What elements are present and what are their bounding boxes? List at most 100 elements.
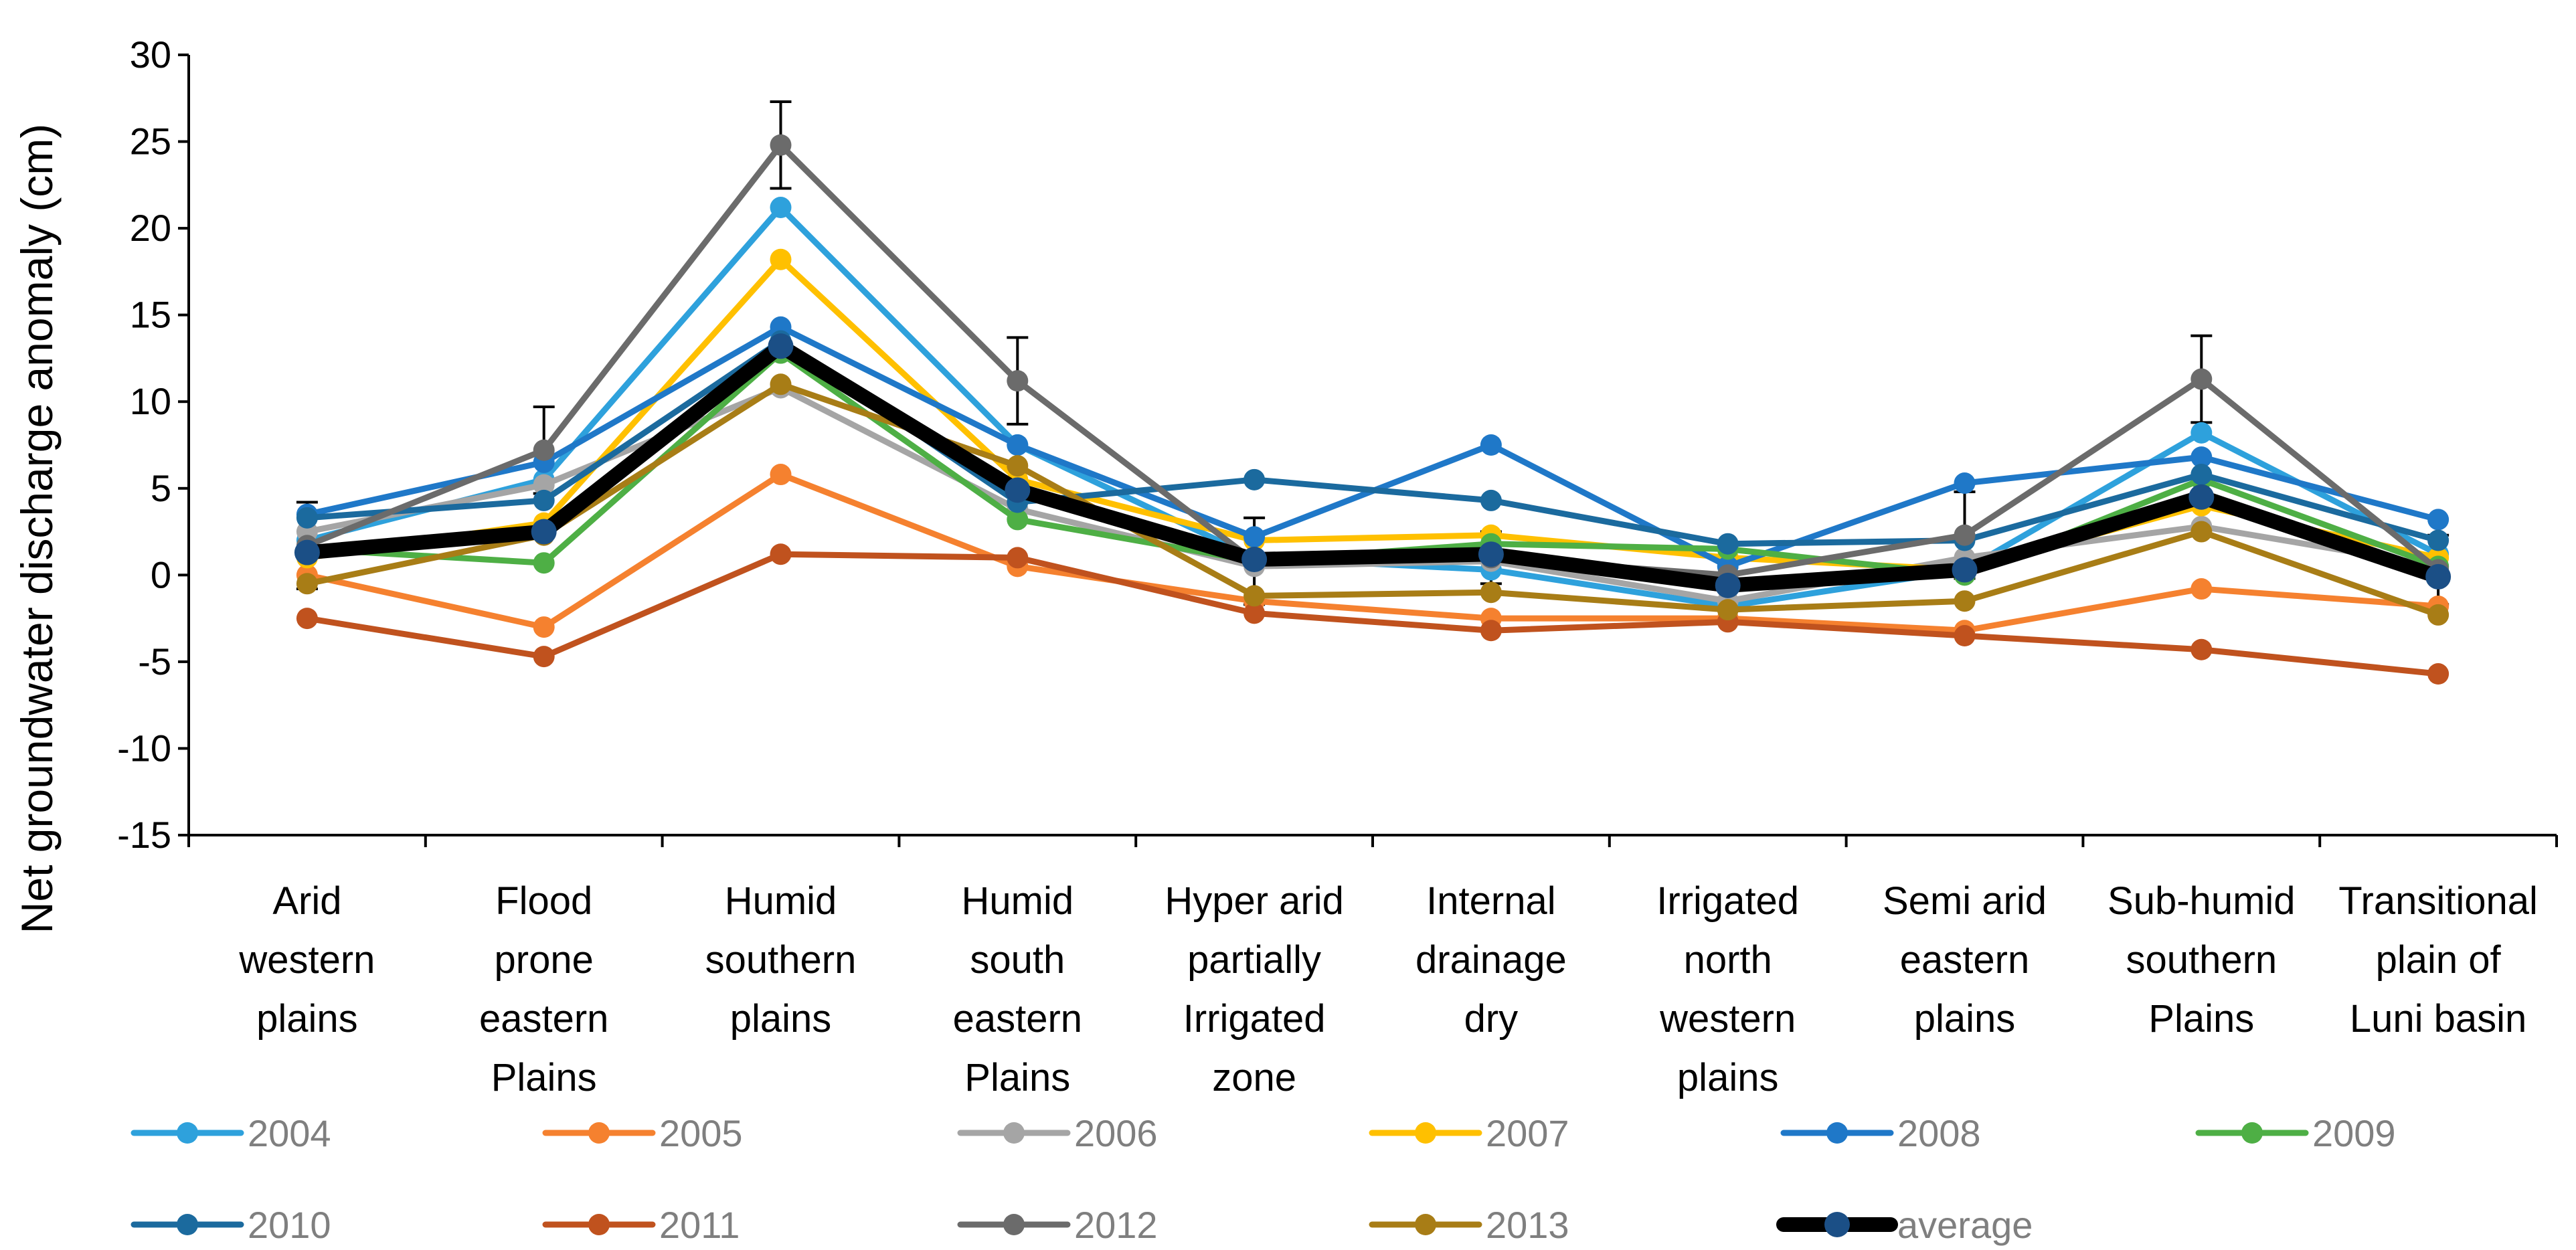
series-2007 [296, 248, 2450, 581]
y-tick-label: 10 [130, 380, 171, 422]
data-point [2191, 368, 2213, 390]
legend-label: 2008 [1897, 1112, 1981, 1154]
data-point [770, 197, 792, 219]
x-category-label-line: zone [1212, 1056, 1296, 1099]
x-category-label-line: western [1659, 997, 1796, 1041]
legend-item-2008: 2008 [1780, 1112, 1981, 1154]
x-category-label-line: north [1684, 938, 1772, 982]
legend-item-2005: 2005 [542, 1112, 743, 1154]
x-category-label-line: Irrigated [1656, 879, 1799, 923]
y-tick-label: 25 [130, 120, 171, 163]
data-point [296, 608, 318, 630]
x-category-label-line: southern [705, 938, 857, 982]
legend-item-2006: 2006 [957, 1112, 1158, 1154]
x-category-label-line: Plains [964, 1056, 1070, 1099]
legend-swatch-marker [588, 1214, 610, 1235]
data-point [294, 539, 320, 565]
data-point [2425, 563, 2452, 590]
x-category-label-line: Humid [961, 879, 1074, 923]
y-tick-label: -10 [117, 727, 171, 769]
y-tick-label: 20 [130, 207, 171, 249]
legend-label: 2012 [1074, 1204, 1158, 1246]
data-point [533, 646, 555, 668]
series-lines [294, 134, 2452, 685]
x-category-label: Arid western plains [238, 879, 375, 1041]
x-category-label-line: partially [1187, 938, 1321, 982]
x-category-label: Hyper arid partially Irrigated zone [1165, 879, 1344, 1099]
x-category-label-line: drainage [1415, 938, 1567, 982]
data-point [770, 373, 792, 395]
x-category-label-line: Luni basin [2350, 997, 2526, 1041]
x-category-label-line: Plains [491, 1056, 597, 1099]
data-point [1243, 468, 1266, 490]
data-point [1715, 572, 1741, 598]
x-category-label-line: prone [495, 938, 594, 982]
data-point [768, 333, 794, 359]
x-category-label: Semi arid eastern plains [1883, 879, 2047, 1041]
data-point [2191, 446, 2213, 468]
legend-swatch-marker [177, 1122, 198, 1144]
data-point [2427, 604, 2450, 626]
series-line-2005 [304, 471, 2441, 634]
legend-item-2010: 2010 [131, 1204, 331, 1246]
data-point [1007, 370, 1029, 392]
data-point [1243, 602, 1266, 624]
y-tick-label: 15 [130, 294, 171, 336]
legend: 2004 2005 2006 2007 2008 2009 2010 2011 2012 2013… [131, 1112, 2396, 1246]
x-category-label-line: Hyper arid [1165, 879, 1344, 923]
legend-item-2013: 2013 [1369, 1204, 1569, 1246]
data-point [2427, 509, 2450, 531]
data-point [1243, 526, 1266, 548]
legend-label: 2004 [248, 1112, 331, 1154]
data-point [296, 573, 318, 595]
data-point [2191, 464, 2213, 486]
y-tick-label: -5 [138, 640, 171, 683]
data-point [1480, 620, 1502, 642]
series-line-2010 [304, 338, 2441, 547]
legend-label: 2009 [2312, 1112, 2396, 1154]
data-point [2427, 663, 2450, 685]
x-category-label-line: eastern [1900, 938, 2029, 982]
data-point [1954, 524, 1976, 546]
x-category-label-line: dry [1464, 997, 1519, 1041]
data-point [1243, 585, 1266, 607]
data-point [770, 464, 792, 486]
legend-label: 2005 [659, 1112, 743, 1154]
legend-swatch-marker [1415, 1122, 1436, 1144]
data-point [2191, 422, 2213, 444]
data-point [1480, 434, 1502, 456]
y-tick-label: 0 [151, 553, 171, 596]
x-category-label-line: Irrigated [1183, 997, 1326, 1041]
data-point [1007, 509, 1029, 531]
x-category-label-line: Sub-humid [2108, 879, 2295, 923]
data-point [533, 439, 555, 461]
x-category-label-line: plains [1677, 1056, 1779, 1099]
legend-item-2004: 2004 [131, 1112, 331, 1154]
data-point [531, 519, 557, 545]
x-category-label-line: Plains [2148, 997, 2254, 1041]
x-category-label-line: plains [1914, 997, 2016, 1041]
data-point [770, 248, 792, 270]
legend-swatch-marker [177, 1214, 198, 1235]
x-category-label-line: western [238, 938, 375, 982]
y-tick-label: 30 [130, 33, 171, 76]
data-point [1480, 582, 1502, 604]
legend-item-2009: 2009 [2195, 1112, 2396, 1154]
data-point [1478, 541, 1504, 567]
data-point [1952, 557, 1978, 583]
data-point [1007, 434, 1029, 456]
x-category-label: Irrigated north western plains [1656, 879, 1799, 1099]
x-category-label: Flood prone eastern Plains [479, 879, 608, 1099]
x-category-label-line: plains [256, 997, 358, 1041]
data-point [1007, 547, 1029, 569]
data-point [1717, 533, 1739, 555]
data-point [533, 474, 555, 496]
x-category-label-line: south [970, 938, 1065, 982]
legend-swatch-marker [2241, 1122, 2263, 1144]
legend-label: 2011 [659, 1204, 740, 1246]
x-category-label: Humid south eastern Plains [953, 879, 1082, 1099]
data-point [1480, 489, 1502, 511]
x-category-label-line: Internal [1426, 879, 1555, 923]
x-category-label-line: southern [2126, 938, 2277, 982]
x-category-label: Internal drainage dry [1415, 879, 1567, 1041]
